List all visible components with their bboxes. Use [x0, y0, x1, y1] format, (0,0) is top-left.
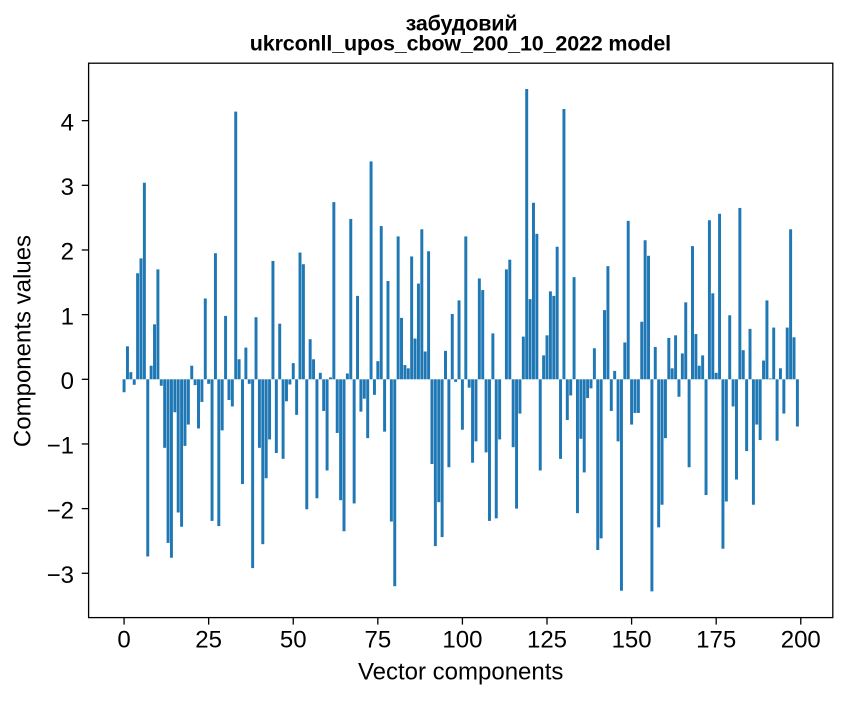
svg-text:Vector components: Vector components [358, 659, 563, 686]
svg-text:25: 25 [195, 627, 222, 654]
svg-text:−1: −1 [47, 433, 74, 460]
svg-text:1: 1 [61, 303, 74, 330]
svg-text:200: 200 [781, 627, 821, 654]
svg-text:175: 175 [696, 627, 736, 654]
svg-text:100: 100 [442, 627, 482, 654]
svg-text:125: 125 [527, 627, 567, 654]
svg-text:150: 150 [612, 627, 652, 654]
svg-text:2: 2 [61, 239, 74, 266]
svg-text:4: 4 [61, 109, 74, 136]
svg-text:0: 0 [61, 368, 74, 395]
svg-text:забудовий: забудовий [406, 12, 518, 36]
svg-text:0: 0 [117, 627, 130, 654]
svg-text:75: 75 [364, 627, 391, 654]
svg-text:−2: −2 [47, 497, 74, 524]
svg-text:50: 50 [280, 627, 307, 654]
svg-text:3: 3 [61, 174, 74, 201]
svg-text:Components values: Components values [10, 235, 37, 447]
svg-text:−3: −3 [47, 562, 74, 589]
svg-text:ukrconll_upos_cbow_200_10_2022: ukrconll_upos_cbow_200_10_2022 model [250, 32, 671, 56]
